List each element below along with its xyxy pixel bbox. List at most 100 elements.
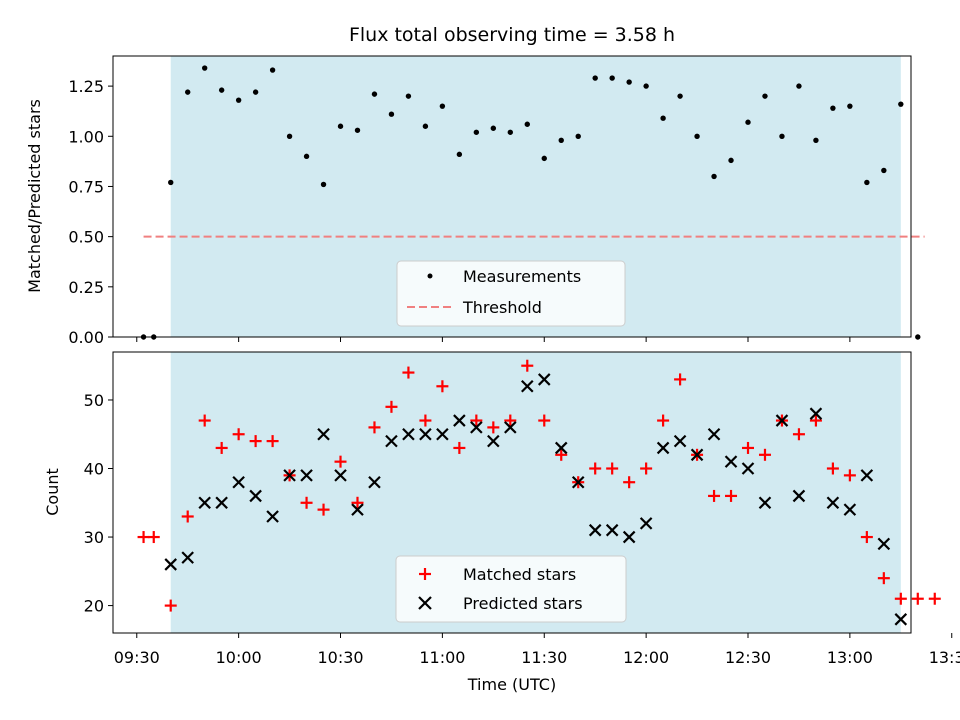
x-tick-label: 11:30 [521,648,567,667]
matched-stars-point [436,380,449,393]
measurement-point [813,137,819,143]
measurement-point [898,101,904,107]
measurement-point [337,123,344,129]
measurement-point [745,119,751,125]
predicted-stars-point [232,475,245,489]
top-y-axis-label: Matched/Predicted stars [25,99,44,293]
predicted-stars-point [521,379,534,393]
predicted-stars-point [300,469,313,482]
legend-threshold-label: Threshold [462,298,542,317]
predicted-stars-point [894,613,908,626]
matched-stars-point [164,599,177,612]
measurement-point [541,155,547,162]
measurement-point [609,75,615,81]
measurement-point [711,173,717,180]
measurement-point [490,125,497,131]
predicted-stars-point [164,558,178,571]
matched-stars-point [792,428,805,441]
matched-stars-point [419,414,432,427]
matched-stars-point [826,462,839,475]
predicted-stars-point [622,530,636,544]
measurement-point [371,91,378,97]
measurement-point [303,153,310,160]
matched-stars-point [470,414,483,427]
matched-stars-point [249,435,262,448]
measurement-point [864,179,870,186]
predicted-stars-point [724,455,738,468]
x-tick-label: 12:30 [725,648,771,667]
predicted-stars-point [843,503,857,516]
matched-stars-point [215,441,228,454]
measurement-point [507,129,514,135]
matched-stars-point [809,414,822,427]
predicted-stars-point [249,489,262,503]
matched-stars-point [606,462,619,475]
x-tick-label: 09:30 [114,648,160,667]
predicted-stars-point [792,489,806,503]
predicted-stars-point [571,475,585,489]
top-y-tick-label: 1.25 [68,77,104,96]
matched-stars-point [317,503,330,516]
x-axis-label: Time (UTC) [467,675,556,694]
predicted-stars-point [537,373,551,386]
x-tick-label: 10:30 [317,648,363,667]
measurement-point [320,181,327,188]
measurement-point [252,89,259,95]
legend-predicted-marker [418,596,432,610]
measurement-point [643,83,649,89]
matched-stars-point [181,510,194,523]
matched-stars-point [266,435,279,448]
predicted-stars-point [470,421,483,434]
measurement-point [354,127,361,133]
predicted-stars-point [554,441,568,455]
matched-stars-point [877,572,890,585]
measurement-point [762,93,768,99]
bottom-y-tick-label: 20 [84,597,104,616]
bottom-y-tick-label: 50 [84,391,104,410]
matched-stars-point [385,400,398,413]
measurement-point [201,65,208,71]
matched-stars-point [623,476,636,489]
top-panel: 0.00 0.25 0.50 0.75 1.00 1.25 Flux total obse… [25,24,925,347]
measurement-point [694,133,700,139]
measurement-point [422,123,429,129]
legend-measurements-label: Measurements [463,267,581,286]
legend-predicted-label: Predicted stars [463,594,583,613]
measurement-point [524,121,530,127]
matched-stars-point [538,414,551,427]
legend-measurements-marker [427,273,433,279]
measurement-point [218,87,225,93]
matched-stars-point [198,414,211,427]
matched-stars-point [521,359,534,372]
top-y-tick-label: 0.25 [68,278,104,297]
predicted-stars-point [283,469,296,482]
x-tick-label: 12:00 [623,648,669,667]
matched-stars-point [300,496,313,509]
measurement-point [847,103,853,109]
measurement-point [830,105,836,111]
top-axes-frame [112,55,912,338]
measurement-point [881,167,887,174]
matched-stars-point [402,366,415,379]
bottom-y-axis-label: Count [43,468,62,516]
x-tick-label: 10:00 [216,648,262,667]
predicted-stars-point [317,427,330,441]
chart-title: Flux total observing time = 3.58 h [349,24,675,46]
measurement-point [728,157,734,164]
measurement-point [592,75,598,81]
predicted-stars-point [181,551,194,564]
matched-stars-point [674,373,687,386]
predicted-stars-point [588,523,602,537]
measurement-point [779,133,785,139]
predicted-stars-point [368,475,381,489]
measurement-point [439,103,446,109]
matched-stars-point [911,592,924,605]
matched-stars-point [589,462,602,475]
top-y-tick-label: 0.50 [68,228,104,247]
measurement-point [456,151,463,158]
bottom-y-tick-label: 40 [84,460,104,479]
matched-stars-point [368,421,381,434]
measurement-point [558,137,564,143]
predicted-stars-point [385,434,398,448]
predicted-stars-point [860,469,874,482]
